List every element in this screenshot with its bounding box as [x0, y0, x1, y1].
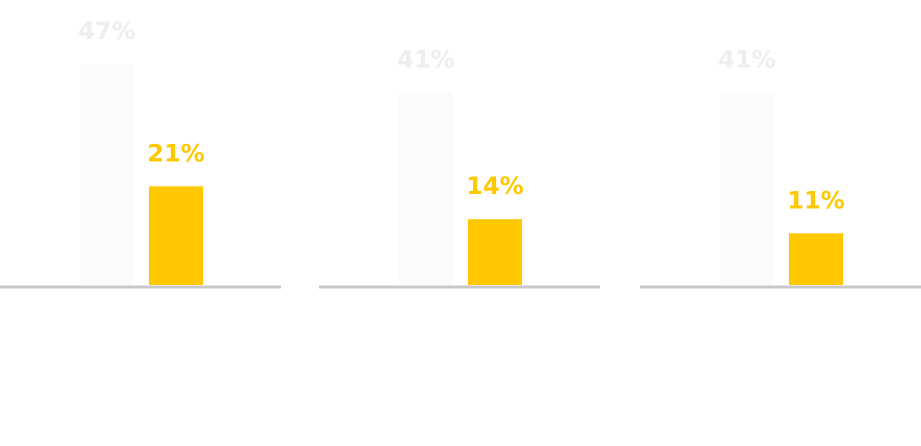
- bar: [720, 92, 774, 285]
- bar: [149, 186, 203, 285]
- value-label: 21%: [147, 139, 204, 167]
- value-label: 11%: [787, 186, 844, 214]
- value-label: 14%: [466, 172, 523, 200]
- bar: [789, 233, 843, 285]
- bar: [399, 92, 453, 285]
- value-label: 47%: [78, 17, 135, 45]
- bar: [80, 64, 134, 285]
- value-label: 41%: [397, 45, 454, 73]
- bar: [468, 219, 522, 285]
- value-label: 41%: [718, 45, 775, 73]
